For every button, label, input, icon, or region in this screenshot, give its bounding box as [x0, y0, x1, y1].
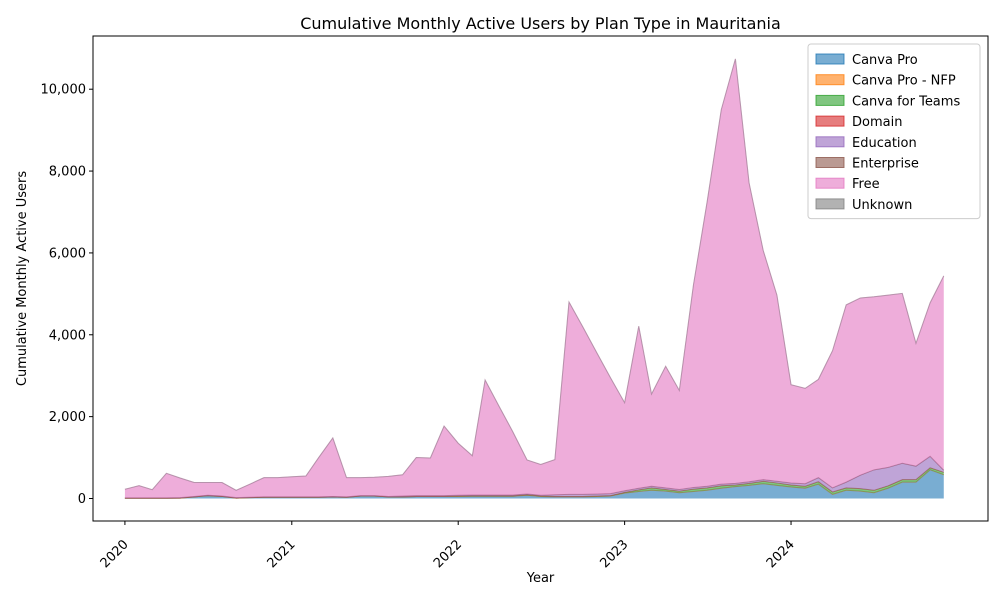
line-unknown — [124, 58, 945, 491]
legend-item: Free — [815, 177, 880, 192]
x-tick-label: 2024 — [764, 537, 798, 571]
legend-label: Canva for Teams — [852, 94, 960, 109]
x-axis-title: Year — [526, 571, 555, 586]
legend-swatch — [815, 198, 845, 210]
y-axis: 0 2,000 4,000 6,000 8,000 10,000 — [41, 83, 93, 507]
y-axis-title: Cumulative Monthly Active Users — [15, 171, 30, 386]
plot-frame — [92, 35, 989, 522]
legend-swatch — [815, 115, 845, 127]
legend-label: Free — [852, 177, 880, 192]
x-tick-label: 2021 — [265, 537, 299, 571]
legend-item: Canva Pro - NFP — [815, 74, 956, 89]
legend-swatch — [815, 157, 845, 168]
legend-swatch — [815, 74, 845, 86]
legend-label: Enterprise — [852, 157, 919, 172]
chart-title: Cumulative Monthly Active Users by Plan … — [300, 14, 781, 33]
legend-label: Domain — [852, 115, 902, 130]
y-tick-label: 0 — [78, 492, 86, 507]
legend-label: Education — [852, 136, 917, 151]
area-free — [124, 58, 944, 498]
legend-item: Unknown — [815, 198, 912, 213]
x-tick-label: 2023 — [597, 537, 631, 571]
y-tick-label: 2,000 — [49, 410, 86, 425]
legend-swatch — [815, 94, 845, 106]
x-axis: 2020 2021 2022 2023 2024 — [98, 521, 798, 571]
legend-item: Enterprise — [815, 157, 919, 172]
plot-area — [124, 58, 945, 499]
area-canva-pro — [124, 469, 944, 499]
legend-item: Canva Pro — [815, 53, 918, 68]
legend-label: Canva Pro — [852, 53, 918, 68]
legend-label: Unknown — [852, 198, 912, 213]
legend-label: Canva Pro - NFP — [852, 74, 956, 89]
legend: Canva Pro Canva Pro - NFP Canva for Teams D… — [807, 43, 981, 220]
y-tick-label: 8,000 — [49, 165, 86, 180]
x-tick-label: 2020 — [98, 537, 132, 571]
legend-item: Canva for Teams — [815, 94, 960, 109]
legend-swatch — [815, 177, 845, 189]
legend-box — [807, 43, 981, 220]
y-tick-label: 4,000 — [49, 328, 86, 343]
y-tick-label: 10,000 — [41, 83, 87, 98]
legend-swatch — [815, 53, 845, 65]
y-tick-label: 6,000 — [49, 246, 86, 261]
legend-swatch — [815, 136, 845, 148]
legend-item: Education — [815, 136, 917, 151]
x-tick-label: 2022 — [431, 537, 465, 571]
legend-item: Domain — [815, 115, 902, 130]
